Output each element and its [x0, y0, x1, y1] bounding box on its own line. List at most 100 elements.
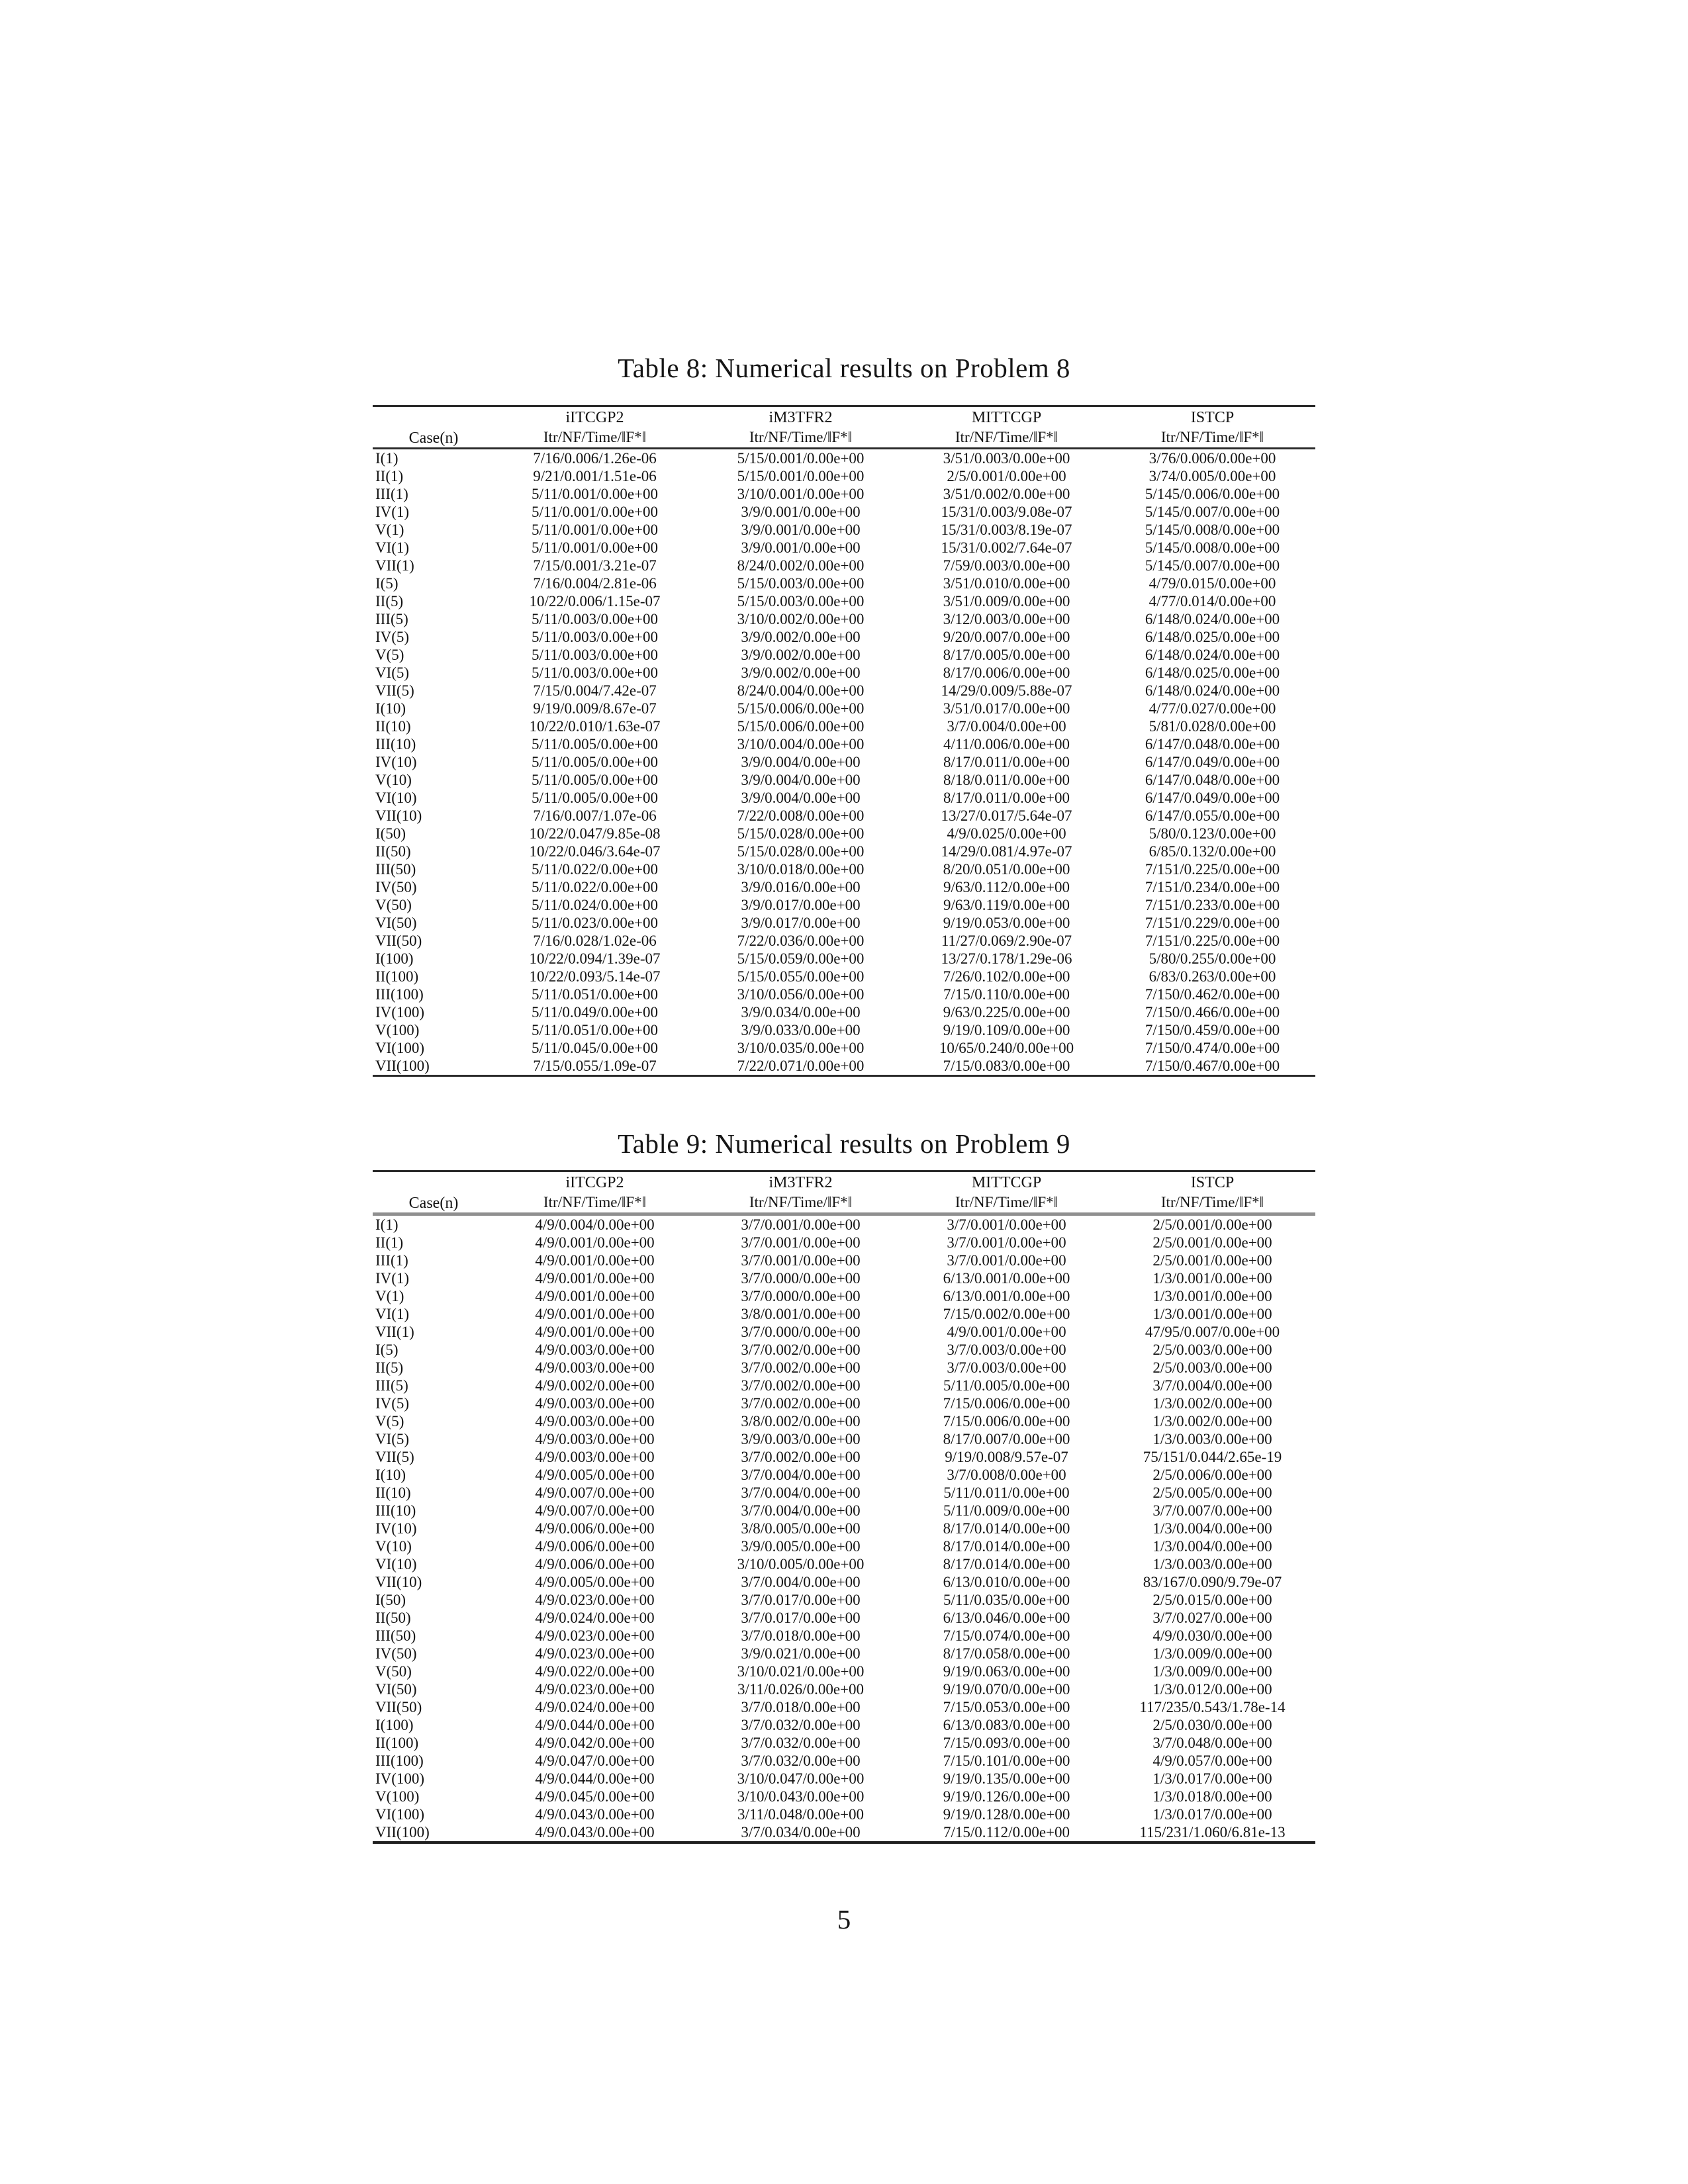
value-cell: 4/9/0.023/0.00e+00	[535, 1645, 655, 1662]
value-cell: 4/9/0.005/0.00e+00	[535, 1573, 655, 1590]
value-cell: 3/9/0.017/0.00e+00	[741, 896, 861, 913]
value-cell: 9/19/0.126/0.00e+00	[943, 1788, 1070, 1805]
table-row: V(10) 4/9/0.006/0.00e+00 3/9/0.005/0.00e+0…	[373, 1537, 1315, 1555]
table-row: VI(10) 4/9/0.006/0.00e+00 3/10/0.005/0.00e…	[373, 1555, 1315, 1573]
case-cell: III(100)	[375, 985, 424, 1003]
table-row: I(1) 4/9/0.004/0.00e+00 3/7/0.001/0.00e+00…	[373, 1214, 1315, 1234]
table-row: II(100) 4/9/0.042/0.00e+00 3/7/0.032/0.00e…	[373, 1734, 1315, 1752]
table-row: VII(100) 7/15/0.055/1.09e-07 7/22/0.071/0.…	[373, 1057, 1315, 1076]
value-cell: 3/9/0.034/0.00e+00	[741, 1003, 861, 1021]
table-row: I(1) 7/16/0.006/1.26e-06 5/15/0.001/0.00e+…	[373, 449, 1315, 468]
case-cell: VII(10)	[375, 1573, 422, 1590]
value-cell: 8/24/0.004/0.00e+00	[737, 682, 865, 699]
table-row: III(1) 4/9/0.001/0.00e+00 3/7/0.001/0.00e+…	[373, 1251, 1315, 1269]
table-row: I(5) 4/9/0.003/0.00e+00 3/7/0.002/0.00e+00…	[373, 1341, 1315, 1359]
value-cell: 5/15/0.003/0.00e+00	[737, 574, 865, 592]
value-cell: 5/11/0.051/0.00e+00	[532, 1021, 658, 1038]
value-cell: 3/7/0.004/0.00e+00	[1152, 1377, 1272, 1394]
value-cell: 3/9/0.002/0.00e+00	[741, 628, 861, 645]
value-cell: 15/31/0.003/9.08e-07	[941, 503, 1072, 520]
value-cell: 6/13/0.001/0.00e+00	[943, 1287, 1070, 1304]
table-row: VI(5) 4/9/0.003/0.00e+00 3/9/0.003/0.00e+0…	[373, 1430, 1315, 1448]
value-cell: 11/27/0.069/2.90e-07	[941, 932, 1072, 949]
value-cell: 7/150/0.459/0.00e+00	[1145, 1021, 1280, 1038]
value-cell: 4/9/0.024/0.00e+00	[535, 1609, 655, 1626]
case-cell: VI(100)	[375, 1805, 425, 1823]
table-row: II(50) 10/22/0.046/3.64e-07 5/15/0.028/0.0…	[373, 842, 1315, 860]
value-cell: 3/10/0.018/0.00e+00	[737, 860, 865, 878]
case-cell: II(100)	[375, 968, 419, 985]
metric-subheader: Itr/NF/Time/‖F*‖	[955, 1193, 1058, 1210]
value-cell: 8/17/0.058/0.00e+00	[943, 1645, 1070, 1662]
value-cell: 3/9/0.004/0.00e+00	[741, 771, 861, 788]
table-row: VII(50) 4/9/0.024/0.00e+00 3/7/0.018/0.00e…	[373, 1698, 1315, 1716]
case-cell: IV(100)	[375, 1003, 425, 1021]
value-cell: 4/9/0.001/0.00e+00	[947, 1323, 1066, 1340]
value-cell: 3/74/0.005/0.00e+00	[1149, 467, 1276, 484]
value-cell: 2/5/0.030/0.00e+00	[1152, 1716, 1272, 1733]
case-cell: VII(100)	[375, 1057, 430, 1074]
value-cell: 5/11/0.001/0.00e+00	[532, 521, 658, 538]
table-row: IV(100) 4/9/0.044/0.00e+00 3/10/0.047/0.00…	[373, 1770, 1315, 1788]
value-cell: 4/9/0.006/0.00e+00	[535, 1520, 655, 1537]
value-cell: 3/9/0.001/0.00e+00	[741, 503, 861, 520]
value-cell: 3/9/0.021/0.00e+00	[741, 1645, 861, 1662]
value-cell: 3/7/0.001/0.00e+00	[947, 1234, 1066, 1251]
value-cell: 4/9/0.023/0.00e+00	[535, 1680, 655, 1698]
value-cell: 3/76/0.006/0.00e+00	[1149, 449, 1276, 467]
value-cell: 3/7/0.003/0.00e+00	[947, 1359, 1066, 1376]
value-cell: 4/9/0.043/0.00e+00	[535, 1823, 655, 1841]
value-cell: 4/9/0.003/0.00e+00	[535, 1448, 655, 1465]
value-cell: 75/151/0.044/2.65e-19	[1143, 1448, 1282, 1465]
metric-subheader: Itr/NF/Time/‖F*‖	[749, 428, 853, 445]
case-cell: I(5)	[375, 574, 399, 592]
value-cell: 5/11/0.049/0.00e+00	[532, 1003, 658, 1021]
value-cell: 3/9/0.017/0.00e+00	[741, 914, 861, 931]
value-cell: 3/7/0.001/0.00e+00	[741, 1251, 861, 1269]
value-cell: 6/147/0.048/0.00e+00	[1145, 735, 1280, 752]
value-cell: 8/17/0.005/0.00e+00	[943, 646, 1070, 663]
value-cell: 9/19/0.135/0.00e+00	[943, 1770, 1070, 1787]
value-cell: 1/3/0.018/0.00e+00	[1152, 1788, 1272, 1805]
value-cell: 1/3/0.002/0.00e+00	[1152, 1394, 1272, 1412]
case-cell: VII(10)	[375, 807, 422, 824]
value-cell: 9/21/0.001/1.51e-06	[533, 467, 657, 484]
value-cell: 6/147/0.049/0.00e+00	[1145, 753, 1280, 770]
value-cell: 5/145/0.007/0.00e+00	[1145, 557, 1280, 574]
case-cell: II(100)	[375, 1734, 419, 1751]
value-cell: 4/9/0.024/0.00e+00	[535, 1698, 655, 1715]
case-cell: IV(50)	[375, 878, 417, 895]
value-cell: 3/7/0.000/0.00e+00	[741, 1323, 861, 1340]
table-row: VI(100) 4/9/0.043/0.00e+00 3/11/0.048/0.00…	[373, 1805, 1315, 1823]
value-cell: 10/22/0.046/3.64e-07	[529, 842, 661, 860]
table-row: II(10) 4/9/0.007/0.00e+00 3/7/0.004/0.00e+…	[373, 1484, 1315, 1502]
value-cell: 9/20/0.007/0.00e+00	[943, 628, 1070, 645]
value-cell: 3/51/0.003/0.00e+00	[943, 449, 1070, 467]
value-cell: 3/7/0.002/0.00e+00	[741, 1377, 861, 1394]
value-cell: 7/16/0.006/1.26e-06	[533, 449, 657, 467]
value-cell: 4/9/0.002/0.00e+00	[535, 1377, 655, 1394]
table-row: II(5) 10/22/0.006/1.15e-07 5/15/0.003/0.00…	[373, 592, 1315, 610]
value-cell: 2/5/0.003/0.00e+00	[1152, 1341, 1272, 1358]
value-cell: 5/11/0.005/0.00e+00	[943, 1377, 1070, 1394]
value-cell: 14/29/0.081/4.97e-07	[941, 842, 1072, 860]
value-cell: 5/11/0.003/0.00e+00	[532, 610, 658, 627]
value-cell: 2/5/0.015/0.00e+00	[1152, 1591, 1272, 1608]
value-cell: 4/9/0.006/0.00e+00	[535, 1537, 655, 1555]
value-cell: 5/145/0.006/0.00e+00	[1145, 485, 1280, 502]
solver-column-header: ISTCP	[1190, 1174, 1235, 1191]
value-cell: 8/17/0.011/0.00e+00	[943, 789, 1070, 806]
value-cell: 7/26/0.102/0.00e+00	[943, 968, 1070, 985]
value-cell: 4/77/0.027/0.00e+00	[1149, 700, 1276, 717]
value-cell: 3/7/0.003/0.00e+00	[947, 1341, 1066, 1358]
value-cell: 4/9/0.042/0.00e+00	[535, 1734, 655, 1751]
value-cell: 7/150/0.462/0.00e+00	[1145, 985, 1280, 1003]
value-cell: 3/10/0.001/0.00e+00	[737, 485, 865, 502]
value-cell: 7/22/0.036/0.00e+00	[737, 932, 865, 949]
value-cell: 7/15/0.004/7.42e-07	[533, 682, 657, 699]
case-column-header: Case(n)	[408, 430, 459, 447]
value-cell: 3/7/0.004/0.00e+00	[741, 1573, 861, 1590]
value-cell: 3/7/0.007/0.00e+00	[1152, 1502, 1272, 1519]
value-cell: 7/15/0.112/0.00e+00	[943, 1823, 1070, 1841]
value-cell: 4/9/0.006/0.00e+00	[535, 1555, 655, 1572]
